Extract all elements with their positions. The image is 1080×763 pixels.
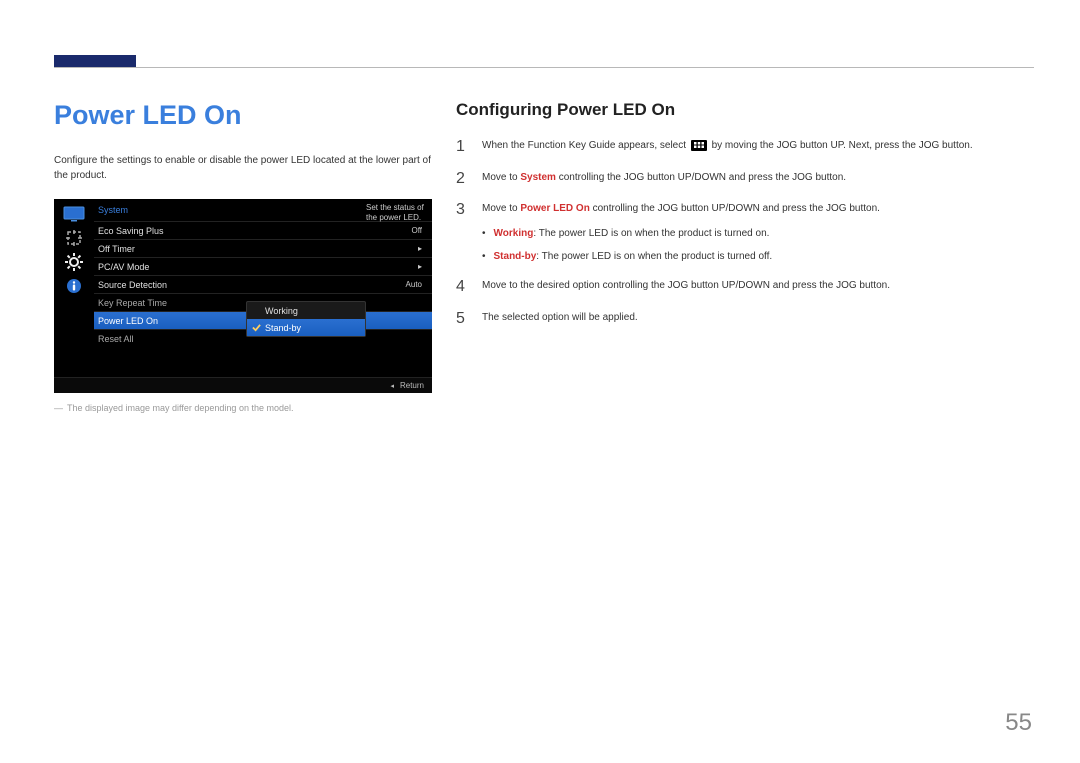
osd-popup: Working Stand-by: [246, 301, 366, 337]
osd-footer: ◂ Return: [54, 377, 432, 393]
step-number: 1: [456, 138, 470, 156]
step-2: 2 Move to System controlling the JOG but…: [456, 170, 1034, 188]
menu-label: Power LED On: [98, 316, 158, 326]
osd-body: System Eco Saving PlusOff Off Timer▸ PC/…: [54, 203, 432, 347]
step-3: 3 Move to Power LED On controlling the J…: [456, 201, 1034, 264]
bold-term: Power LED On: [520, 203, 589, 214]
bold-term: Working: [494, 228, 534, 239]
image-disclaimer: ― The displayed image may differ dependi…: [54, 403, 432, 413]
osd-screenshot: System Eco Saving PlusOff Off Timer▸ PC/…: [54, 199, 432, 393]
right-column: Configuring Power LED On 1 When the Func…: [456, 100, 1034, 413]
header-rule: [54, 67, 1034, 68]
text-fragment: When the Function Key Guide appears, sel…: [482, 140, 689, 151]
step-text: Move to the desired option controlling t…: [482, 278, 1034, 293]
back-triangle-icon: ◂: [390, 382, 394, 390]
osd-main-panel: System Eco Saving PlusOff Off Timer▸ PC/…: [94, 203, 432, 347]
sub-bullet: • Working: The power LED is on when the …: [482, 226, 1034, 241]
note-dash: ―: [54, 403, 63, 413]
step-4: 4 Move to the desired option controlling…: [456, 278, 1034, 296]
menu-row: Off Timer ▸: [94, 239, 432, 257]
osd-footer-label: Return: [400, 381, 424, 390]
osd-description: Set the status of the power LED.: [362, 201, 432, 226]
step-5: 5 The selected option will be applied.: [456, 310, 1034, 328]
step-text: Move to System controlling the JOG butto…: [482, 170, 1034, 185]
text-fragment: Move to: [482, 172, 520, 183]
menu-label: Reset All: [98, 334, 134, 344]
gear-icon: [62, 253, 86, 271]
text-fragment: : The power LED is on when the product i…: [536, 251, 772, 262]
info-icon: [62, 277, 86, 295]
popup-option-selected: Stand-by: [247, 319, 365, 336]
menu-label: Key Repeat Time: [98, 298, 167, 308]
header-accent-bar: [54, 55, 136, 67]
bullet-dot: •: [482, 249, 486, 264]
text-fragment: Move to: [482, 203, 520, 214]
text-fragment: controlling the JOG button UP/DOWN and p…: [590, 203, 880, 214]
menu-value: ▸: [418, 262, 422, 271]
menu-row: PC/AV Mode ▸: [94, 257, 432, 275]
menu-row: Source Detection Auto: [94, 275, 432, 293]
bullet-text: Working: The power LED is on when the pr…: [494, 226, 770, 241]
text-fragment: controlling the JOG button UP/DOWN and p…: [556, 172, 846, 183]
step-number: 5: [456, 310, 470, 328]
menu-value: Auto: [406, 280, 422, 289]
step-text: The selected option will be applied.: [482, 310, 1034, 325]
osd-nav-sidebar: [54, 203, 94, 347]
content-area: Power LED On Configure the settings to e…: [54, 100, 1034, 413]
bullet-dot: •: [482, 226, 486, 241]
procedure-title: Configuring Power LED On: [456, 100, 1034, 120]
text-fragment: by moving the JOG button UP. Next, press…: [709, 140, 973, 151]
step-number: 2: [456, 170, 470, 188]
popup-label: Stand-by: [265, 323, 301, 333]
menu-value: ▸: [418, 244, 422, 253]
sub-bullet: • Stand-by: The power LED is on when the…: [482, 249, 1034, 264]
bullet-text: Stand-by: The power LED is on when the p…: [494, 249, 773, 264]
sub-bullet-list: • Working: The power LED is on when the …: [482, 226, 1034, 264]
popup-option: Working: [247, 302, 365, 319]
menu-value: Off: [411, 226, 422, 235]
resize-icon: [62, 229, 86, 247]
bold-term: Stand-by: [494, 251, 537, 262]
menu-label: PC/AV Mode: [98, 262, 149, 272]
page-number: 55: [1005, 709, 1032, 737]
step-number: 4: [456, 278, 470, 296]
step-1: 1 When the Function Key Guide appears, s…: [456, 138, 1034, 156]
popup-label: Working: [265, 306, 298, 316]
step-number: 3: [456, 201, 470, 219]
menu-label: Eco Saving Plus: [98, 226, 164, 236]
step-text: When the Function Key Guide appears, sel…: [482, 138, 1034, 153]
note-text: The displayed image may differ depending…: [67, 403, 293, 413]
bold-term: System: [520, 172, 556, 183]
menu-label: Source Detection: [98, 280, 167, 290]
check-icon: [251, 323, 261, 333]
left-column: Power LED On Configure the settings to e…: [54, 100, 432, 413]
menu-label: Off Timer: [98, 244, 135, 254]
section-title: Power LED On: [54, 100, 432, 131]
step-text: Move to Power LED On controlling the JOG…: [482, 201, 1034, 264]
step-list: 1 When the Function Key Guide appears, s…: [456, 138, 1034, 327]
monitor-icon: [62, 205, 86, 223]
menu-grid-icon: [691, 140, 707, 151]
text-fragment: : The power LED is on when the product i…: [533, 228, 769, 239]
intro-text: Configure the settings to enable or disa…: [54, 153, 432, 183]
